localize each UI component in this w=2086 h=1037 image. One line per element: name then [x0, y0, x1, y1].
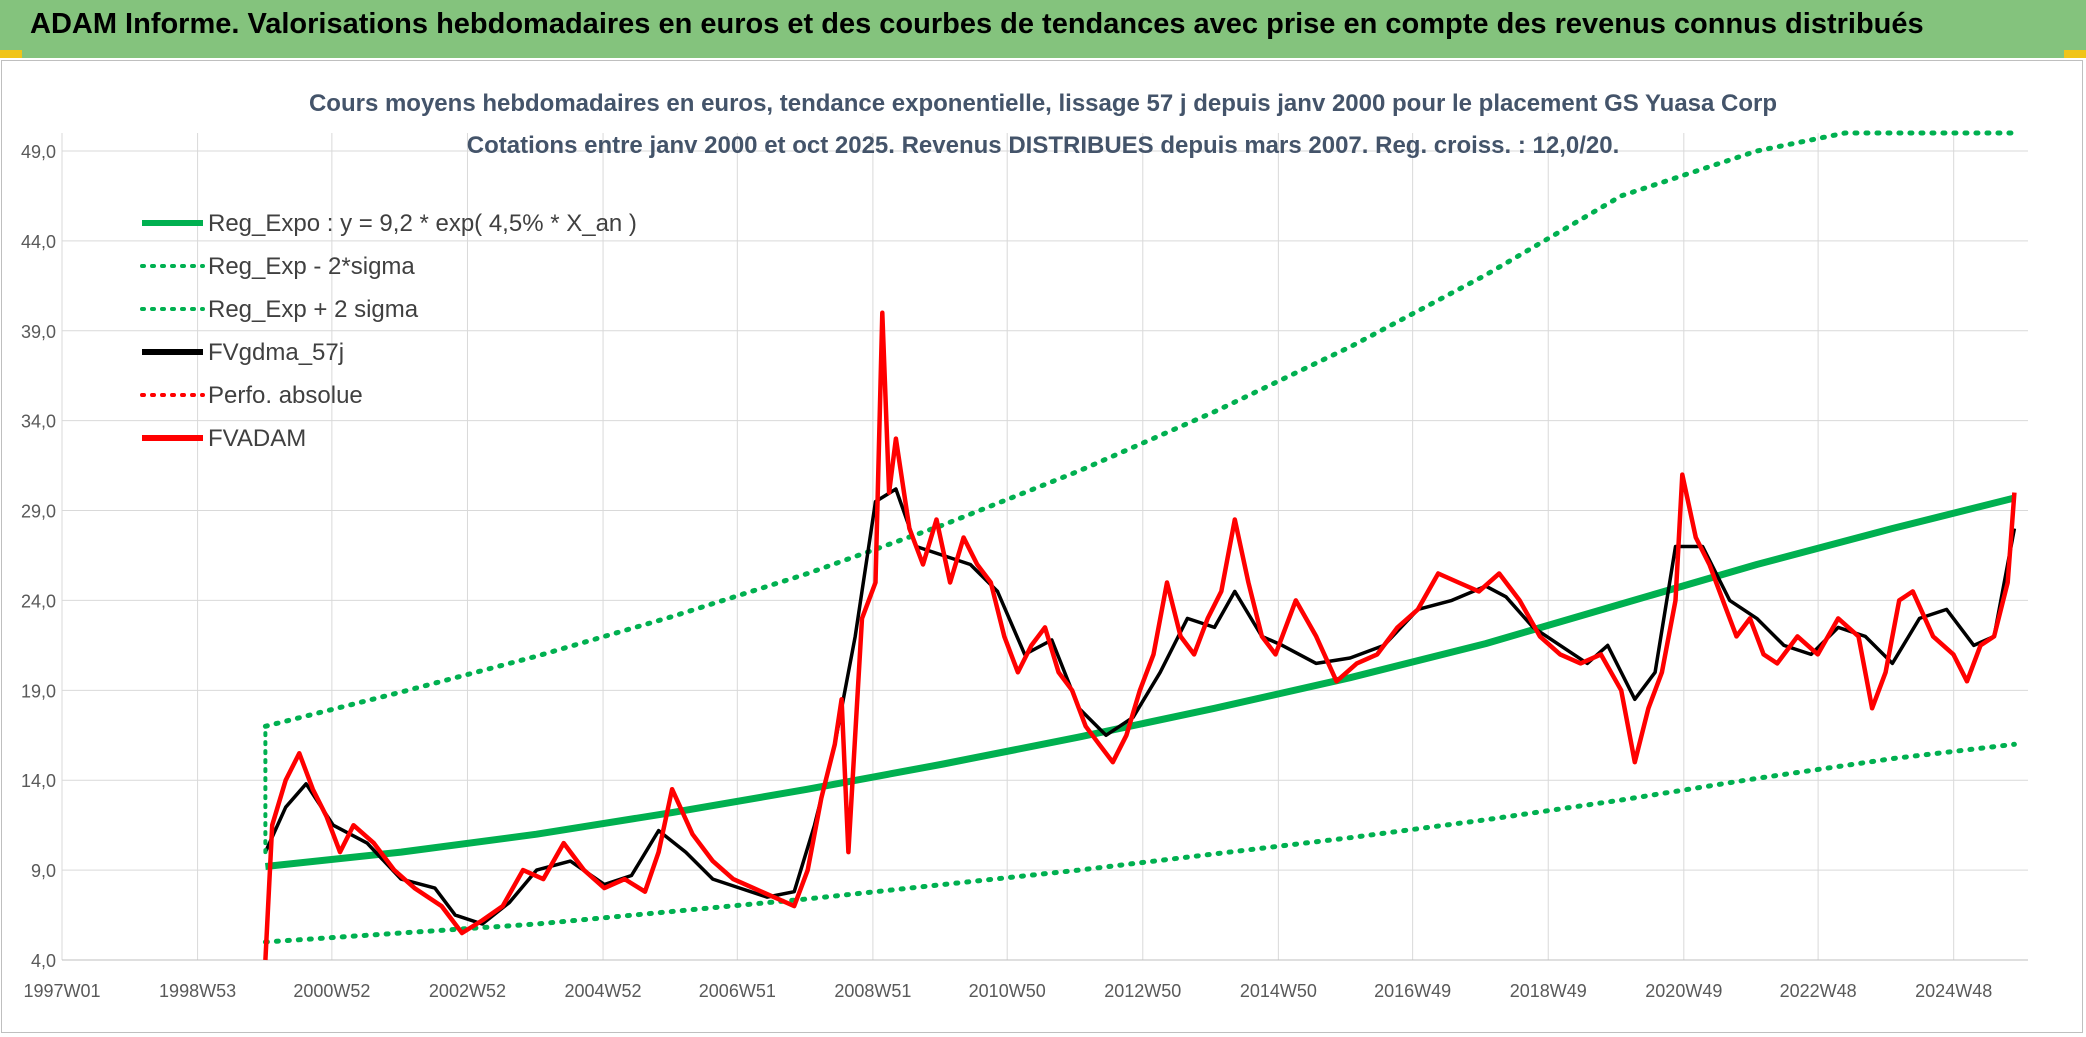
header-bar: ADAM Informe. Valorisations hebdomadaire…: [0, 0, 2086, 58]
chart-subtitle: Cotations entre janv 2000 et oct 2025. R…: [467, 132, 1619, 159]
series-line-1: [262, 741, 2017, 945]
x-tick-label: 2024W48: [1915, 981, 1992, 1001]
legend-label: Reg_Exp - 2*sigma: [208, 253, 415, 280]
series-line-0: [265, 494, 2016, 870]
x-tick-label: 1998W53: [159, 981, 236, 1001]
legend-label: Perfo. absolue: [208, 382, 363, 409]
y-tick-label: 49,0: [21, 142, 56, 162]
legend-label: FVgdma_57j: [208, 339, 344, 366]
y-tick-label: 9,0: [31, 861, 56, 881]
y-tick-label: 39,0: [21, 322, 56, 342]
y-tick-label: 4,0: [31, 951, 56, 971]
x-axis: 1997W01 1998W53 2000W52 2002W52 2004W52 2006W…: [23, 959, 2028, 1001]
x-tick-label: 1997W01: [23, 981, 100, 1001]
x-tick-label: 2000W52: [293, 981, 370, 1001]
x-tick-label: 2022W48: [1780, 981, 1857, 1001]
page-title: ADAM Informe. Valorisations hebdomadaire…: [30, 8, 1924, 40]
x-tick-label: 2002W52: [429, 981, 506, 1001]
x-tick-label: 2006W51: [699, 981, 776, 1001]
legend: Reg_Expo : y = 9,2 * exp( 4,5% * X_an ) R…: [140, 210, 637, 452]
x-tick-label: 2018W49: [1510, 981, 1587, 1001]
x-tick-label: 2010W50: [969, 981, 1046, 1001]
x-tick-label: 2016W49: [1374, 981, 1451, 1001]
y-tick-label: 14,0: [21, 771, 56, 791]
y-axis: 4,0 9,0 14,0 19,0 24,0 29,0 34,0 39,0 44,0 49,0: [21, 142, 56, 971]
chart-title: Cours moyens hebdomadaires en euros, ten…: [309, 90, 1777, 117]
y-tick-label: 24,0: [21, 591, 56, 611]
y-tick-label: 34,0: [21, 412, 56, 432]
y-tick-label: 29,0: [21, 502, 56, 522]
header-corner-left: [0, 50, 22, 58]
x-tick-label: 2014W50: [1240, 981, 1317, 1001]
series-line-3: [263, 487, 2017, 926]
legend-label: Reg_Expo : y = 9,2 * exp( 4,5% * X_an ): [208, 210, 637, 237]
x-tick-label: 2008W51: [834, 981, 911, 1001]
chart-frame: [1, 60, 2083, 1033]
x-tick-label: 2020W49: [1645, 981, 1722, 1001]
x-tick-label: 2004W52: [565, 981, 642, 1001]
series-line-2: [262, 130, 2017, 729]
series-layer: [262, 130, 2017, 961]
y-tick-label: 19,0: [21, 681, 56, 701]
x-tick-label: 2012W50: [1104, 981, 1181, 1001]
legend-label: Reg_Exp + 2 sigma: [208, 296, 419, 323]
series-line-4: [263, 310, 2017, 961]
legend-label: FVADAM: [208, 425, 306, 452]
y-tick-label: 44,0: [21, 232, 56, 252]
header-corner-right: [2064, 50, 2086, 58]
